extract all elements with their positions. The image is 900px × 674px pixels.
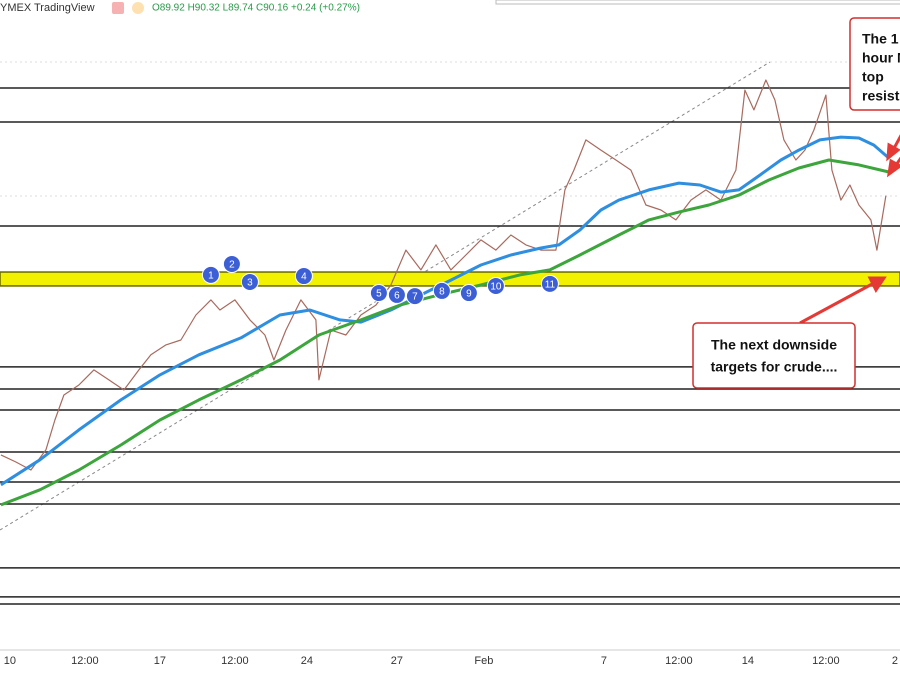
x-tick-label: 24 bbox=[301, 655, 313, 667]
marker bbox=[459, 284, 478, 303]
marker bbox=[486, 276, 505, 295]
marker bbox=[369, 284, 388, 303]
arrow-head bbox=[886, 158, 900, 178]
marker bbox=[240, 272, 259, 291]
arrow bbox=[799, 281, 875, 325]
icon bbox=[132, 2, 144, 14]
marker-label: 5 bbox=[376, 289, 382, 300]
symbol: YMEX bbox=[0, 2, 32, 14]
panel-edge bbox=[495, 0, 900, 5]
annotation-text: resist bbox=[862, 88, 900, 104]
marker-label: 7 bbox=[412, 292, 418, 303]
marker bbox=[540, 274, 559, 293]
x-tick-label: 27 bbox=[391, 655, 403, 667]
marker bbox=[294, 267, 313, 286]
x-tick-label: 17 bbox=[154, 655, 166, 667]
moving-average bbox=[0, 135, 890, 487]
marker bbox=[432, 281, 451, 300]
x-tick-label: 12:00 bbox=[71, 655, 99, 667]
marker bbox=[405, 287, 424, 306]
icon bbox=[112, 2, 124, 14]
marker-label: 4 bbox=[301, 272, 307, 283]
source: TradingView bbox=[34, 2, 95, 14]
x-tick-label: 14 bbox=[742, 655, 754, 667]
marker-label: 8 bbox=[439, 287, 445, 298]
x-tick-label: 2 bbox=[892, 655, 898, 667]
x-tick-label: 12:00 bbox=[665, 655, 693, 667]
marker-label: 9 bbox=[466, 289, 472, 300]
marker-label: 6 bbox=[394, 291, 400, 302]
x-tick-label: 7 bbox=[601, 655, 607, 667]
annotation-box bbox=[692, 322, 856, 389]
x-tick-label: 12:00 bbox=[812, 655, 840, 667]
annotation-text: targets for crude.... bbox=[711, 359, 838, 375]
price-line bbox=[0, 79, 887, 471]
x-tick-label: 10 bbox=[4, 655, 16, 667]
marker bbox=[201, 265, 220, 284]
arrow-head bbox=[886, 142, 900, 162]
annotation-text: The next downside bbox=[711, 337, 837, 353]
annotation-text: top bbox=[862, 69, 884, 85]
arrow-head bbox=[867, 276, 887, 293]
marker-label: 2 bbox=[229, 260, 235, 271]
header-bg bbox=[0, 0, 370, 16]
marker-label: 1 bbox=[208, 271, 214, 282]
annotation-text: hour M bbox=[862, 50, 900, 66]
marker bbox=[387, 285, 406, 304]
marker-label: 3 bbox=[247, 278, 253, 289]
marker-label: 11 bbox=[545, 279, 556, 290]
x-tick-label: Feb bbox=[474, 655, 493, 667]
quote: O89.92 H90.32 L89.74 C90.16 +0.24 (+0.27… bbox=[152, 3, 360, 14]
x-tick-label: 12:00 bbox=[221, 655, 249, 667]
marker bbox=[222, 255, 241, 274]
annotation-text: The 1 bbox=[862, 31, 899, 47]
annotation-box bbox=[849, 17, 900, 111]
marker-label: 10 bbox=[490, 282, 502, 293]
